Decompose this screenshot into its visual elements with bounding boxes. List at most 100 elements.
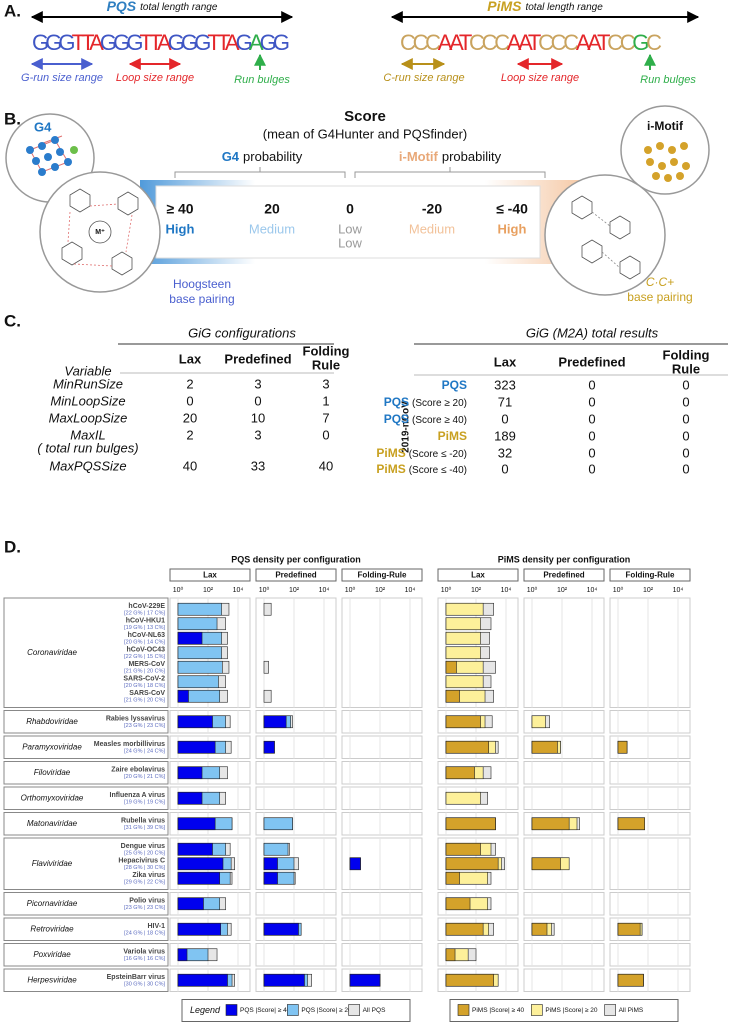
row-label: MaxPQSSize <box>49 458 126 473</box>
column-header: Folding <box>303 343 350 358</box>
virus-label: Measles morbillivirus <box>94 741 165 748</box>
gc-label: [23 G% | 23 C%] <box>124 723 165 729</box>
table-cell: 0 <box>186 393 193 408</box>
bar <box>177 897 204 911</box>
panel-frame <box>609 597 691 708</box>
gc-label: [28 G% | 30 C%] <box>124 865 165 871</box>
panel-frame <box>523 786 605 810</box>
cc-circle <box>544 174 666 296</box>
bar <box>177 871 220 885</box>
panel-frame <box>609 786 691 810</box>
legend-swatch <box>348 1004 360 1016</box>
probability-word: probability <box>442 149 502 164</box>
panel-frame <box>609 943 691 967</box>
virus-label: MERS-CoV <box>128 661 165 668</box>
table-cell: 0 <box>588 461 595 476</box>
bar <box>263 602 272 616</box>
row-name: PQS <box>442 378 467 392</box>
bar <box>263 689 272 703</box>
panel-frame <box>523 892 605 916</box>
probability-level: High <box>498 221 527 236</box>
panel-frame <box>341 735 423 759</box>
gc-label: [20 G% | 18 C%] <box>124 683 165 689</box>
sequence-segment: CCC <box>538 30 579 55</box>
row-qualifier: (Score ≤ -40) <box>409 465 467 476</box>
family-label: Matonaviridae <box>27 819 78 828</box>
g4-pairing: base pairing <box>169 292 234 306</box>
imotif-label: i-Motif <box>647 119 684 133</box>
imotif-pairing: base pairing <box>627 290 692 304</box>
gc-label: [19 G% | 19 C%] <box>124 800 165 806</box>
sequence-segment: GGG <box>32 30 76 55</box>
panel-frame <box>609 761 691 785</box>
bar <box>349 857 361 871</box>
sequence-segment: TTA <box>72 30 104 55</box>
table-cell: 0 <box>588 428 595 443</box>
table-cell: 0 <box>682 394 689 409</box>
bar <box>177 689 189 703</box>
bar <box>177 646 222 660</box>
virus-label: Zika virus <box>132 872 165 879</box>
bar <box>531 922 548 936</box>
score-value: 20 <box>264 201 280 217</box>
score-value: ≥ 40 <box>166 201 193 217</box>
bar <box>617 922 641 936</box>
panel-frame <box>255 735 337 759</box>
g4-icon <box>26 135 78 176</box>
table-cell: 323 <box>494 377 516 392</box>
panel-frame <box>609 837 691 890</box>
family-box <box>3 710 169 734</box>
column-header: Folding <box>663 347 710 362</box>
family-box <box>3 735 169 759</box>
panel-frame <box>523 943 605 967</box>
bar <box>445 740 489 754</box>
virus-label: SARS-CoV-2 <box>123 676 165 683</box>
pims-range-label: PiMS total length range <box>487 0 603 14</box>
bar <box>177 857 224 871</box>
bar <box>531 740 558 754</box>
table-cell: 1 <box>322 393 329 408</box>
panel-frame <box>341 812 423 836</box>
row-name: PiMS <box>376 462 405 476</box>
virus-label: Zaire ebolavirus <box>111 767 165 774</box>
row-label: MaxIL <box>70 427 105 442</box>
column-header: Lax <box>179 351 202 366</box>
panel-title: PQS density per configuration <box>231 554 361 564</box>
config-box <box>437 568 519 582</box>
legend-label: All PQS <box>363 1007 386 1014</box>
sequence-segment: A <box>249 30 264 55</box>
family-box <box>3 837 169 890</box>
bar <box>177 791 203 805</box>
score-box <box>155 185 541 259</box>
imotif-pairing: C·C+ <box>646 275 674 289</box>
sequence-segment: AAT <box>507 30 542 55</box>
gc-label: [24 G% | 18 C%] <box>124 931 165 937</box>
bar <box>445 660 457 674</box>
pqs-range-label: PQS total length range <box>107 0 218 14</box>
row-name: PQS <box>384 412 409 426</box>
table-cell: 3 <box>322 376 329 391</box>
virus-label: Influenza A virus <box>110 792 166 799</box>
x-tick-label: 10⁴ <box>319 587 330 594</box>
panel-frame <box>523 761 605 785</box>
gc-label: [19 G% | 13 C%] <box>124 625 165 631</box>
virus-label: Dengue virus <box>121 843 165 850</box>
table-cell: 71 <box>498 394 512 409</box>
panel-frame <box>609 892 691 916</box>
table-cell: 0 <box>588 377 595 392</box>
imotif-word: i-Motif <box>399 149 439 164</box>
config-label: Folding-Rule <box>626 571 675 580</box>
bar <box>445 646 481 660</box>
table-cell: 0 <box>682 461 689 476</box>
legend-swatch <box>287 1004 299 1016</box>
row-qualifier: (Score ≥ 20) <box>412 398 467 409</box>
sequence-segment: CC <box>607 30 636 55</box>
bar <box>445 973 494 987</box>
g4-pairing: Hoogsteen <box>173 277 231 291</box>
bar <box>177 631 203 645</box>
legend-swatch <box>604 1004 616 1016</box>
panel-frame <box>255 892 337 916</box>
gc-label: [24 G% | 24 C%] <box>124 749 165 755</box>
bar <box>445 817 496 831</box>
gc-label: [22 G% | 15 C%] <box>124 654 165 660</box>
